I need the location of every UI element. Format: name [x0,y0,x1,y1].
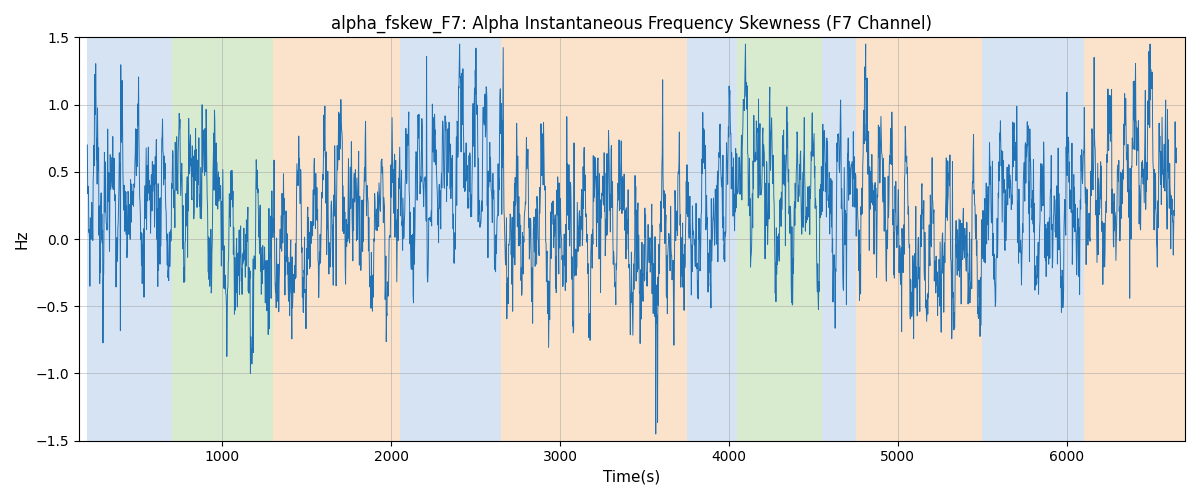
Bar [172,38,274,440]
X-axis label: Time(s): Time(s) [604,470,660,485]
Bar [274,38,400,440]
Bar [822,38,856,440]
Bar [502,38,686,440]
Bar [983,38,1084,440]
Bar [1084,38,1186,440]
Y-axis label: Hz: Hz [14,230,30,249]
Bar [738,38,822,440]
Bar [856,38,983,440]
Title: alpha_fskew_F7: Alpha Instantaneous Frequency Skewness (F7 Channel): alpha_fskew_F7: Alpha Instantaneous Freq… [331,15,932,34]
Bar [88,38,172,440]
Bar [686,38,738,440]
Bar [400,38,502,440]
